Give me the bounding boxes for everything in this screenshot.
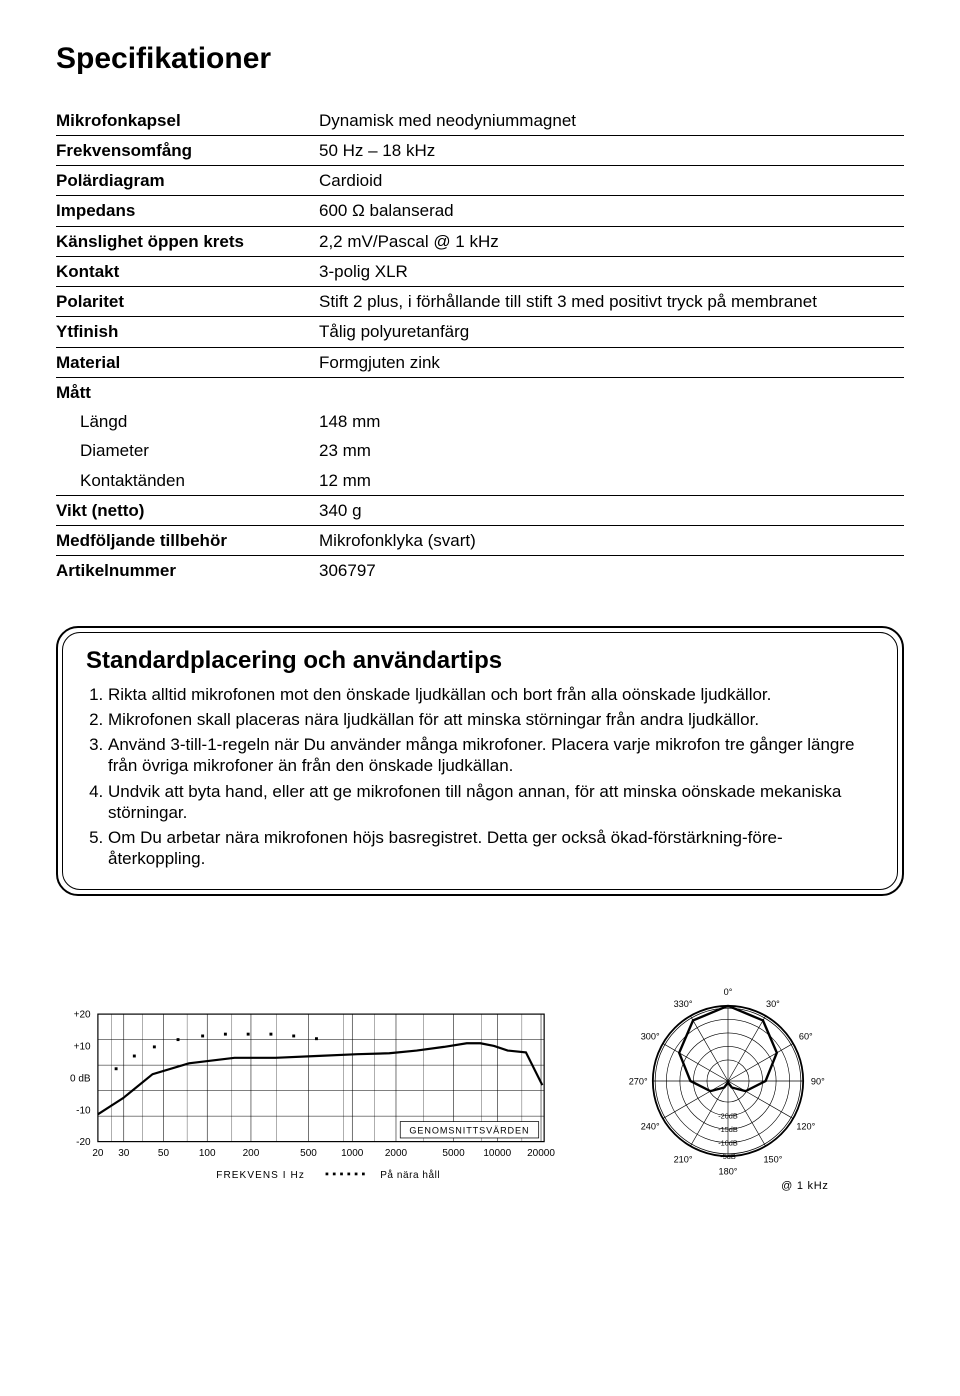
spec-key: Frekvensomfång — [56, 135, 311, 165]
polar-pattern-chart: 0° 30° 60° 90° 120° 150° 180° 210° 240° 270° 300° 3… — [618, 972, 838, 1217]
spec-subkey: Diameter — [56, 441, 149, 460]
svg-text:@ 1 kHz: @ 1 kHz — [781, 1180, 828, 1192]
svg-text:300°: 300° — [641, 1031, 660, 1041]
svg-text:10000: 10000 — [483, 1148, 511, 1159]
svg-text:180°: 180° — [719, 1166, 738, 1176]
spec-key: Mått — [56, 377, 311, 407]
svg-text:120°: 120° — [796, 1121, 815, 1131]
tips-item: Mikrofonen skall placeras nära ljudkälla… — [108, 709, 874, 730]
svg-text:2000: 2000 — [385, 1148, 408, 1159]
svg-text:-15dB: -15dB — [718, 1124, 738, 1133]
spec-value: 2,2 mV/Pascal @ 1 kHz — [311, 226, 904, 256]
svg-text:90°: 90° — [811, 1076, 825, 1086]
svg-text:60°: 60° — [799, 1031, 813, 1041]
spec-key: Medföljande tillbehör — [56, 526, 311, 556]
svg-text:-10: -10 — [76, 1105, 91, 1116]
svg-text:240°: 240° — [641, 1121, 660, 1131]
svg-text:330°: 330° — [674, 998, 693, 1008]
spec-value: 50 Hz – 18 kHz — [311, 135, 904, 165]
svg-text:200: 200 — [243, 1148, 260, 1159]
svg-text:-5dB: -5dB — [720, 1151, 736, 1160]
tips-item: Rikta alltid mikrofonen mot den önskade … — [108, 684, 874, 705]
spec-key: Vikt (netto) — [56, 495, 311, 525]
svg-text:20000: 20000 — [527, 1148, 555, 1159]
spec-value: 12 mm — [311, 466, 904, 495]
svg-text:30°: 30° — [766, 998, 780, 1008]
spec-key: Känslighet öppen krets — [56, 226, 311, 256]
svg-text:-20: -20 — [76, 1137, 91, 1148]
spec-value: Mikrofonklyka (svart) — [311, 526, 904, 556]
svg-text:-20dB: -20dB — [718, 1111, 738, 1120]
spec-subkey: Längd — [56, 412, 127, 431]
svg-text:5000: 5000 — [442, 1148, 465, 1159]
svg-text:På nära håll: På nära håll — [380, 1169, 440, 1181]
spec-key: Polaritet — [56, 287, 311, 317]
spec-value: 340 g — [311, 495, 904, 525]
spec-value: 306797 — [311, 556, 904, 586]
svg-text:30: 30 — [118, 1148, 130, 1159]
tips-box: Standardplacering och användartips Rikta… — [56, 626, 904, 896]
spec-key: Artikelnummer — [56, 556, 311, 586]
svg-text:210°: 210° — [674, 1154, 693, 1164]
svg-text:270°: 270° — [629, 1076, 648, 1086]
svg-text:FREKVENS I Hz: FREKVENS I Hz — [216, 1170, 305, 1181]
svg-text:GENOMSNITTSVÄRDEN: GENOMSNITTSVÄRDEN — [409, 1125, 529, 1135]
spec-value: Formgjuten zink — [311, 347, 904, 377]
svg-text:150°: 150° — [763, 1154, 782, 1164]
tips-item: Om Du arbetar nära mikrofonen höjs basre… — [108, 827, 874, 870]
frequency-response-chart: +20 +10 0 dB -10 -2020 30 50 100 200 500 1000 2000 5… — [56, 1002, 566, 1217]
svg-text:100: 100 — [199, 1148, 216, 1159]
spec-value: 23 mm — [311, 436, 904, 465]
svg-text:0°: 0° — [724, 986, 733, 996]
spec-value: Stift 2 plus, i förhållande till stift 3… — [311, 287, 904, 317]
tips-item: Använd 3-till-1-regeln när Du använder m… — [108, 734, 874, 777]
spec-subkey: Kontaktänden — [56, 471, 185, 490]
spec-table: MikrofonkapselDynamisk med neodyniummagn… — [56, 106, 904, 586]
spec-value: 3-polig XLR — [311, 256, 904, 286]
spec-value: 600 Ω balanserad — [311, 196, 904, 226]
spec-key: Ytfinish — [56, 317, 311, 347]
spec-value: Cardioid — [311, 166, 904, 196]
spec-key: Material — [56, 347, 311, 377]
spec-value: Dynamisk med neodyniummagnet — [311, 106, 904, 135]
tips-list: Rikta alltid mikrofonen mot den önskade … — [86, 684, 874, 870]
spec-key: Impedans — [56, 196, 311, 226]
tips-item: Undvik att byta hand, eller att ge mikro… — [108, 781, 874, 824]
svg-text:0 dB: 0 dB — [70, 1073, 91, 1084]
svg-text:+20: +20 — [74, 1009, 91, 1020]
spec-key: Polärdiagram — [56, 166, 311, 196]
spec-value: Tålig polyuretanfärg — [311, 317, 904, 347]
svg-text:1000: 1000 — [341, 1148, 364, 1159]
svg-text:-10dB: -10dB — [718, 1138, 738, 1147]
svg-text:50: 50 — [158, 1148, 170, 1159]
tips-heading: Standardplacering och användartips — [86, 646, 874, 676]
spec-key: Mikrofonkapsel — [56, 106, 311, 135]
page-title: Specifikationer — [56, 40, 904, 78]
svg-text:500: 500 — [300, 1148, 317, 1159]
svg-text:+10: +10 — [74, 1041, 91, 1052]
svg-text:20: 20 — [92, 1148, 104, 1159]
spec-value: 148 mm — [311, 407, 904, 436]
spec-key: Kontakt — [56, 256, 311, 286]
